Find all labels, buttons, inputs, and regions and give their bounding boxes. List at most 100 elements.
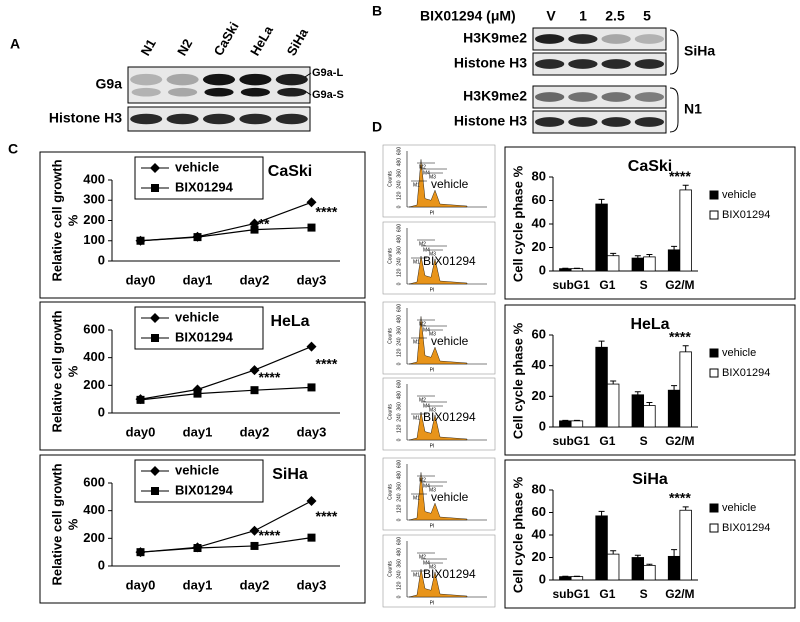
- group-label: N1: [684, 101, 702, 117]
- flow-gate-label: M3: [429, 487, 436, 493]
- flow-histogram: [408, 316, 468, 365]
- bar: [595, 515, 608, 581]
- flow-tick-label: 600: [396, 147, 402, 156]
- flow-tick-label: 600: [396, 537, 402, 546]
- group-bracket: [669, 87, 679, 133]
- band-label: G9a-S: [312, 89, 344, 101]
- marker: [307, 533, 316, 542]
- blot-band: [277, 87, 307, 97]
- flow-axis-label: PI: [430, 210, 435, 216]
- flow-tick-label: 360: [396, 402, 402, 411]
- bar: [643, 564, 656, 581]
- legend-marker: [150, 313, 160, 323]
- annotation: ****: [669, 168, 691, 184]
- y-tick-label: 300: [83, 192, 105, 207]
- y-tick-label: 40: [532, 357, 546, 372]
- bar: [570, 268, 584, 272]
- chart-title: SiHa: [272, 466, 308, 483]
- blot-band: [240, 87, 270, 97]
- flow-tick-label: 120: [396, 191, 402, 200]
- error-bar: [646, 254, 653, 257]
- flow-gate-label: M4: [423, 247, 430, 253]
- marker: [306, 495, 317, 506]
- y-tick-label: 400: [83, 502, 105, 517]
- flow-gate-label: M1: [413, 495, 420, 501]
- blot-band: [202, 73, 236, 86]
- marker: [193, 233, 202, 242]
- blot-band: [168, 87, 198, 97]
- flow-axis-label: Counts: [387, 248, 393, 264]
- y-tick-label: 40: [532, 215, 546, 230]
- bar: [595, 203, 608, 272]
- blot-band: [204, 87, 234, 97]
- x-tick-label: G1: [599, 587, 615, 601]
- row-label: H3K9me2: [463, 88, 527, 104]
- flow-axis-label: Counts: [387, 328, 393, 344]
- marker: [249, 365, 260, 376]
- y-tick-label: 40: [532, 526, 546, 541]
- flow-histogram: [408, 159, 468, 208]
- flow-tick-label: 240: [396, 180, 402, 189]
- marker: [307, 383, 316, 392]
- lane-label: 2.5: [605, 8, 625, 24]
- x-tick-label: G1: [599, 434, 615, 448]
- blot-band: [634, 34, 665, 44]
- flow-tick-label: 480: [396, 471, 402, 480]
- y-axis-label: %: [65, 214, 80, 226]
- lane-label: 5: [643, 8, 651, 24]
- bar: [643, 256, 656, 272]
- error-bar: [682, 506, 689, 511]
- bar: [606, 553, 620, 581]
- flow-gate-label: M1: [413, 572, 420, 578]
- x-tick-label: G2/M: [665, 434, 694, 448]
- error-bar: [671, 385, 678, 391]
- marker: [250, 541, 259, 550]
- annotation: **: [259, 215, 270, 231]
- legend-swatch: [709, 190, 719, 200]
- x-tick-label: day1: [183, 577, 213, 592]
- x-tick-label: day0: [126, 577, 156, 592]
- annotation: ****: [316, 356, 338, 372]
- blot-band: [568, 92, 598, 102]
- blot-band: [239, 73, 272, 86]
- legend-swatch: [709, 348, 719, 358]
- bar: [631, 394, 645, 428]
- flow-gate-label: M4: [423, 170, 430, 176]
- x-tick-label: S: [640, 587, 648, 601]
- annotation: ****: [316, 508, 338, 524]
- y-tick-label: 20: [532, 388, 546, 403]
- blot-band: [534, 34, 565, 44]
- bar: [559, 268, 572, 272]
- flow-gate-label: M1: [413, 415, 420, 421]
- blot-band: [130, 113, 163, 125]
- legend-label: BIX01294: [722, 367, 770, 379]
- lane-label: 1: [579, 8, 587, 24]
- flow-gate-label: M4: [423, 560, 430, 566]
- chart-title: CaSki: [628, 158, 672, 175]
- x-tick-label: day2: [240, 272, 270, 287]
- flow-tick-label: 480: [396, 391, 402, 400]
- marker: [136, 548, 145, 557]
- legend-marker: [150, 163, 160, 173]
- group-bracket: [669, 29, 679, 75]
- flow-label: BIX01294: [423, 567, 476, 581]
- flow-tick-label: 0: [396, 205, 402, 208]
- flow-axis-label: PI: [430, 443, 435, 449]
- y-tick-label: 0: [98, 252, 105, 267]
- marker: [306, 197, 317, 208]
- flow-tick-label: 360: [396, 559, 402, 568]
- blot-band: [275, 113, 308, 125]
- blot-band: [634, 59, 665, 69]
- flow-tick-label: 240: [396, 493, 402, 502]
- flow-tick-label: 360: [396, 326, 402, 335]
- flow-tick-label: 240: [396, 413, 402, 422]
- flow-axis-label: Counts: [387, 171, 393, 187]
- blot-band: [601, 34, 631, 44]
- y-tick-label: 0: [539, 262, 546, 277]
- blot-band: [130, 73, 163, 86]
- bar: [570, 420, 584, 428]
- flow-gate-label: M2: [419, 321, 426, 327]
- x-tick-label: day1: [183, 272, 213, 287]
